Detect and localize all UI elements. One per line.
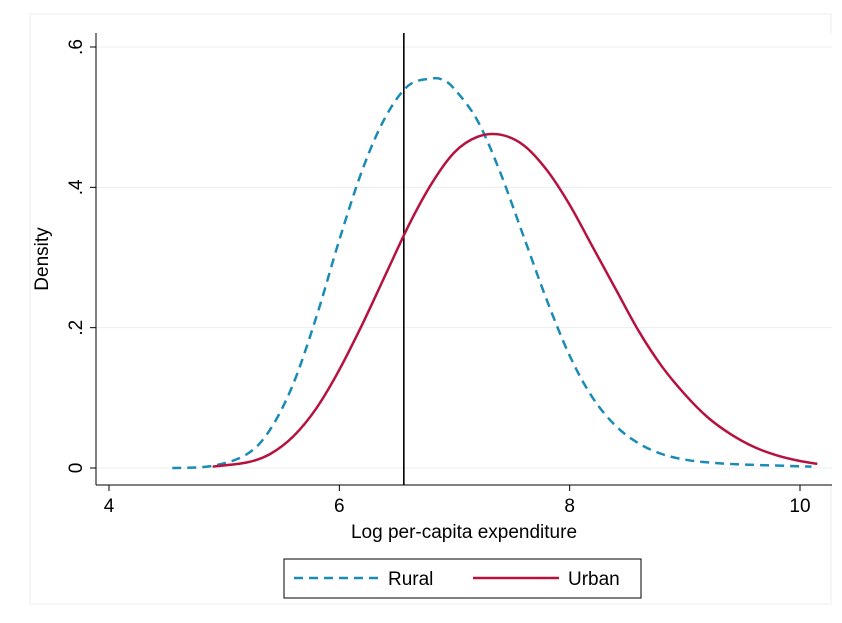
xtick-label-3: 10 xyxy=(789,496,810,517)
xtick-label-1: 6 xyxy=(334,496,345,517)
grid-lines xyxy=(96,46,832,469)
series-line-rural xyxy=(172,76,812,470)
series-lines xyxy=(172,76,818,470)
ytick-label-1: .2 xyxy=(66,320,87,336)
xtick-label-0: 4 xyxy=(104,496,115,517)
legend-urban-label: Urban xyxy=(568,569,620,590)
plot-area xyxy=(96,33,832,485)
ytick-label-3: .6 xyxy=(66,39,87,55)
legend: Rural Urban xyxy=(283,558,642,599)
legend-rural-label: Rural xyxy=(388,569,433,590)
series-line-urban xyxy=(212,132,818,468)
x-axis-title: Log per-capita expenditure xyxy=(351,522,577,543)
x-ticks: 4 6 8 10 xyxy=(104,485,811,517)
ytick-label-2: .4 xyxy=(66,179,87,195)
xtick-label-2: 8 xyxy=(564,496,575,517)
ytick-label-0: 0 xyxy=(66,463,87,474)
y-axis-title: Density xyxy=(32,227,53,291)
y-ticks: 0 .2 .4 .6 xyxy=(66,39,96,473)
